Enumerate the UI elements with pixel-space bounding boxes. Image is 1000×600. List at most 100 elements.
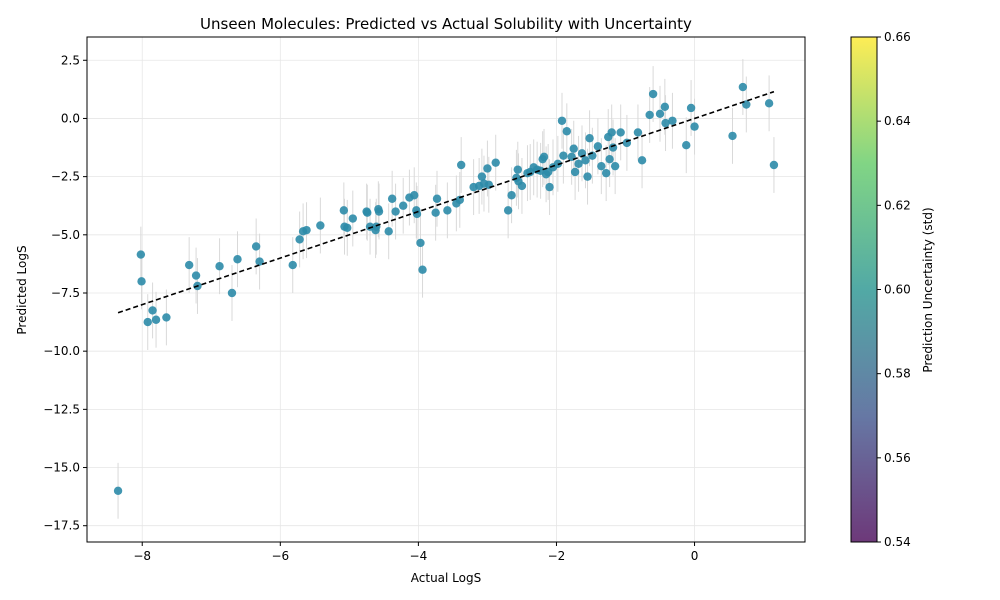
colorbar-tick-label: 0.62 — [884, 198, 911, 212]
data-point — [137, 277, 146, 286]
reference-line — [117, 90, 775, 314]
data-point — [191, 271, 201, 280]
data-point — [607, 128, 616, 137]
y-tick-label: 0.0 — [61, 111, 80, 125]
data-point — [557, 116, 567, 125]
data-point — [410, 191, 419, 200]
data-point — [391, 207, 400, 216]
x-axis: −8 −6 −4 −2 0 — [133, 542, 698, 563]
data-point — [637, 156, 647, 165]
data-point — [398, 201, 408, 210]
data-point — [517, 181, 527, 191]
data-point — [136, 250, 146, 259]
data-point — [660, 102, 670, 112]
data-point — [456, 160, 466, 170]
colorbar: 0.54 0.56 0.58 0.60 0.62 0.64 0.66 Prediction … — [850, 30, 935, 549]
data-point — [769, 160, 779, 170]
colorbar-tick-label: 0.64 — [884, 114, 911, 128]
data-point — [593, 142, 603, 151]
colorbar-gradient — [851, 37, 877, 542]
y-tick-label: −5.0 — [51, 228, 80, 242]
data-point — [339, 206, 349, 215]
data-point — [288, 260, 297, 270]
data-point — [302, 225, 311, 235]
data-point — [583, 172, 592, 181]
colorbar-tick-label: 0.66 — [884, 30, 911, 44]
data-point — [690, 122, 699, 131]
data-point — [316, 221, 325, 230]
data-point — [503, 206, 513, 215]
x-tick-label: 0 — [691, 549, 699, 563]
data-point — [384, 227, 393, 236]
x-axis-label: Actual LogS — [411, 571, 481, 585]
plot-frame — [86, 36, 806, 543]
plot-background — [87, 37, 805, 542]
colorbar-tick-label: 0.56 — [884, 451, 911, 465]
data-point — [412, 209, 422, 219]
y-tick-label: −2.5 — [51, 170, 80, 184]
x-tick-label: −8 — [133, 549, 151, 563]
data-point — [113, 486, 123, 496]
data-point — [507, 191, 516, 200]
y-axis-label: Predicted LogS — [15, 245, 29, 334]
data-point — [570, 167, 580, 177]
data-point — [251, 242, 261, 251]
data-point — [661, 118, 670, 128]
data-point — [151, 315, 161, 324]
data-point — [416, 238, 425, 248]
data-point — [477, 172, 487, 181]
data-point — [455, 195, 465, 205]
data-point — [227, 288, 237, 298]
data-point — [585, 134, 594, 143]
data-point — [686, 103, 696, 113]
y-tick-label: −12.5 — [43, 402, 80, 416]
data-point — [363, 208, 372, 217]
y-tick-label: −7.5 — [51, 286, 80, 300]
y-tick-label: 2.5 — [61, 53, 80, 67]
data-point — [738, 82, 748, 92]
y-tick-label: −17.5 — [43, 519, 80, 533]
data-point — [648, 89, 658, 99]
chart-title: Unseen Molecules: Predicted vs Actual So… — [200, 15, 692, 33]
data-point — [513, 165, 522, 174]
data-point — [143, 317, 152, 327]
data-point — [418, 265, 427, 274]
data-point — [539, 152, 549, 162]
colorbar-tick-label: 0.58 — [884, 367, 911, 381]
x-tick-label: −6 — [271, 549, 289, 563]
data-point — [431, 208, 440, 217]
data-point — [374, 207, 384, 216]
y-tick-label: −10.0 — [43, 344, 80, 358]
data-point — [483, 164, 492, 173]
data-point — [567, 152, 576, 162]
data-point — [601, 168, 611, 178]
data-point — [728, 131, 737, 141]
data-point — [569, 144, 578, 153]
grid — [87, 37, 805, 542]
data-point — [184, 260, 194, 270]
data-point — [610, 161, 620, 171]
data-point — [343, 223, 352, 233]
data-point — [559, 151, 568, 160]
data-point — [668, 116, 677, 125]
data-point — [682, 141, 691, 150]
data-point — [633, 128, 643, 137]
colorbar-ticks: 0.54 0.56 0.58 0.60 0.62 0.64 0.66 — [877, 30, 911, 549]
data-point — [348, 214, 357, 223]
colorbar-tick-label: 0.60 — [884, 283, 911, 297]
data-point — [215, 262, 224, 271]
data-point — [616, 128, 625, 137]
x-tick-label: −4 — [410, 549, 428, 563]
data-point — [605, 154, 614, 164]
data-point — [233, 255, 242, 264]
data-point — [764, 99, 774, 108]
colorbar-tick-label: 0.54 — [884, 535, 911, 549]
y-axis: 2.5 0.0 −2.5 −5.0 −7.5 −10.0 −12.5 −15.0 −17.5 — [43, 53, 87, 533]
data-point — [597, 161, 606, 171]
data-point — [491, 158, 500, 167]
y-tick-label: −15.0 — [43, 461, 80, 475]
data-point — [387, 194, 397, 203]
colorbar-label: Prediction Uncertainty (std) — [921, 207, 935, 372]
data-point — [148, 306, 157, 315]
